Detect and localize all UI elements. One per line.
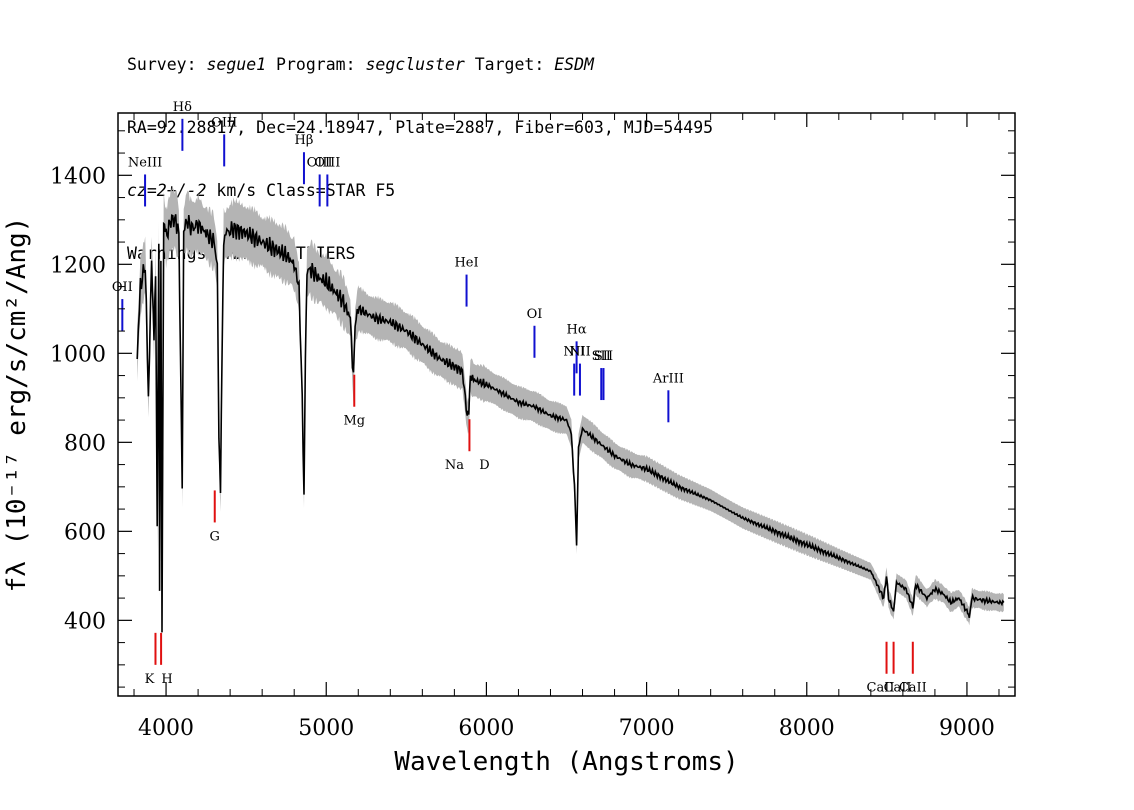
emission-line-label: HeI <box>454 256 478 271</box>
error-band-layer <box>137 187 1004 639</box>
emission-line-label: Hδ <box>173 100 192 115</box>
error-band <box>137 187 1004 639</box>
y-tick-label: 600 <box>64 520 106 545</box>
y-axis-label: fλ (10⁻¹⁷ erg/s/cm²/Ang) <box>2 217 32 593</box>
x-axis-label: Wavelength (Angstroms) <box>394 747 738 777</box>
absorption-line-label: G <box>210 529 220 544</box>
target-value: ESDM <box>554 55 594 74</box>
absorption-line-label: Mg <box>343 414 365 429</box>
emission-line-label: NII <box>569 345 591 360</box>
emission-line-label: OI <box>527 307 543 322</box>
emission-line-label: OIII <box>314 155 340 170</box>
absorption-line-label: H <box>161 672 172 687</box>
y-tick-label: 1000 <box>50 342 106 367</box>
absorption-line-label: CaII <box>884 681 912 696</box>
absorption-line-label: D <box>479 458 489 473</box>
axis-ticks-layer: 4000 5000 6000 7000 8000 9000 400 600 800 1000 120… <box>50 113 1015 741</box>
y-tick-label: 800 <box>64 431 106 456</box>
survey-value: segue1 <box>206 55 267 74</box>
x-tick-label: 4000 <box>138 716 194 741</box>
emission-line-label: ArIII <box>652 371 684 386</box>
spectrum-line <box>136 214 1005 633</box>
plot-frame <box>117 112 1016 697</box>
y-tick-label: 400 <box>64 609 106 634</box>
survey-label: Survey: <box>127 55 197 74</box>
program-value: segcluster <box>365 55 465 74</box>
y-tick-label: 1400 <box>50 164 106 189</box>
program-label: Program: <box>276 55 356 74</box>
header-line-2: RA=92.28817, Dec=24.18947, Plate=2887, F… <box>127 118 714 137</box>
header-line-3: cz=2+/-2 km/s Class=STAR F5 <box>127 180 713 201</box>
absorption-line-label: K <box>145 672 155 687</box>
emission-line-label: Hα <box>567 322 587 337</box>
x-tick-label: 7000 <box>619 716 675 741</box>
emission-line-label: OII <box>112 280 133 295</box>
absorption-line-label: Na <box>445 458 464 473</box>
target-label: Target: <box>474 55 545 74</box>
emission-line-label: Hβ <box>295 133 314 148</box>
spectrum-line-layer <box>136 214 1005 633</box>
plot-header: Survey: segue1 Program: segcluster Targe… <box>127 12 713 285</box>
emission-line-label: OIII <box>211 115 237 130</box>
emission-line-label: SII <box>592 349 611 364</box>
x-tick-label: 6000 <box>458 716 514 741</box>
absorption-line-label: CaII <box>867 681 895 696</box>
emission-line-label: OIII <box>307 155 333 170</box>
x-tick-label: 9000 <box>939 716 995 741</box>
header-line-1: Survey: segue1 Program: segcluster Targe… <box>127 54 713 75</box>
absorption-line-label: CaII <box>899 681 927 696</box>
x-tick-label: 5000 <box>298 716 354 741</box>
emission-line-label: NII <box>563 345 585 360</box>
emission-line-label: NeIII <box>128 155 162 170</box>
class-value: km/s Class=STAR F5 <box>206 181 396 200</box>
emission-line-label: SII <box>594 349 613 364</box>
x-tick-label: 8000 <box>779 716 835 741</box>
y-tick-label: 1200 <box>50 253 106 278</box>
